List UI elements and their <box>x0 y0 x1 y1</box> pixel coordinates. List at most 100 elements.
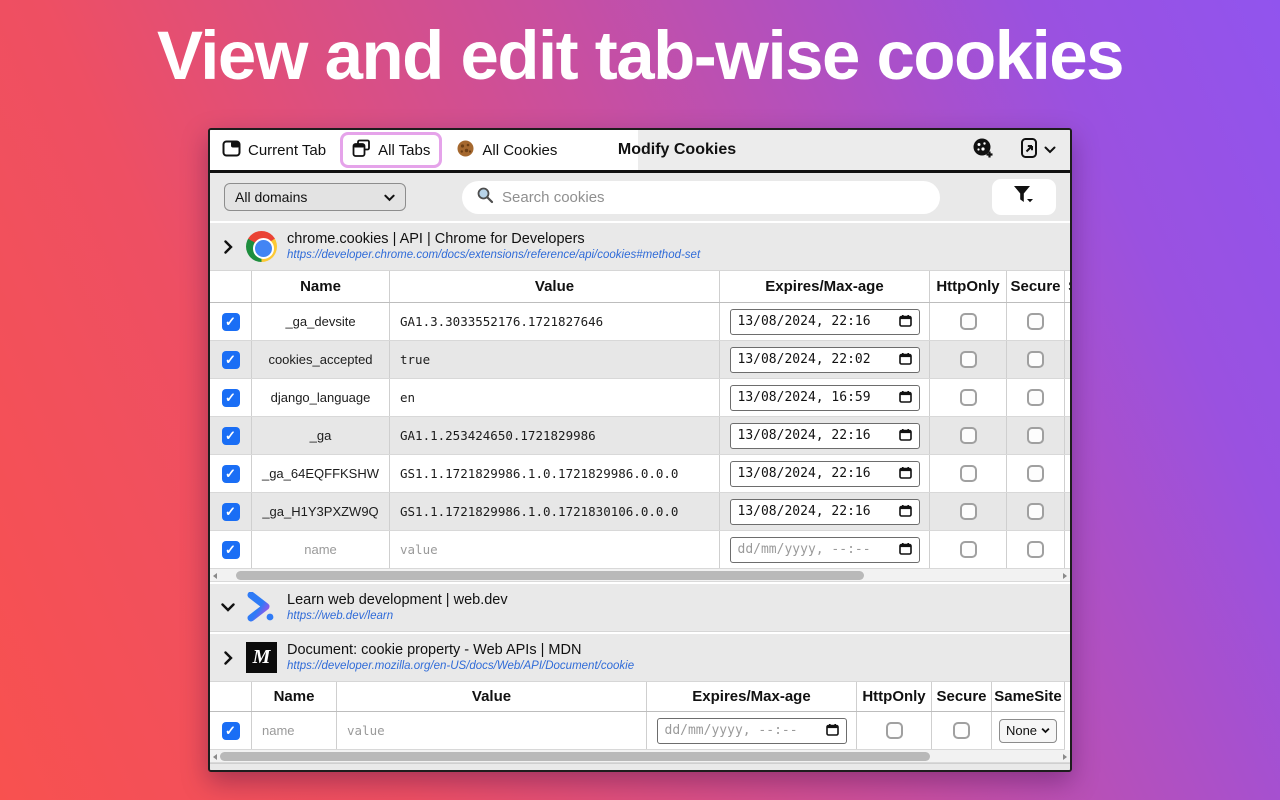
row-checkbox[interactable]: ✓ <box>221 388 240 407</box>
calendar-icon[interactable] <box>898 314 912 330</box>
expires-date-input[interactable]: dd/mm/yyyy, --:-- <box>729 536 920 563</box>
httponly-checkbox[interactable] <box>885 722 903 739</box>
chrome-favicon <box>246 231 277 262</box>
secure-checkbox[interactable] <box>1027 389 1044 406</box>
row-select-cell: ✓ <box>210 531 252 568</box>
secure-cell <box>1007 341 1065 378</box>
cookie-value[interactable]: GA1.1.253424650.1721829986 <box>390 417 720 454</box>
expires-value: 13/08/2024, 22:16 <box>737 466 871 481</box>
cookie-value[interactable]: value <box>390 531 720 568</box>
cookie-name[interactable]: django_language <box>252 379 390 416</box>
secure-checkbox[interactable] <box>1027 465 1044 482</box>
cookie-name[interactable]: _ga <box>252 417 390 454</box>
export-menu-button[interactable] <box>1019 137 1056 164</box>
domain-group-mdn: M Document: cookie property - Web APIs |… <box>210 634 1070 682</box>
secure-checkbox[interactable] <box>1027 427 1044 444</box>
cookie-value[interactable]: en <box>390 379 720 416</box>
horizontal-scrollbar[interactable] <box>210 750 1070 763</box>
row-checkbox[interactable]: ✓ <box>221 312 240 331</box>
browser-window-icon <box>222 139 241 162</box>
cookie-name[interactable]: cookies_accepted <box>252 341 390 378</box>
cookie-value[interactable]: true <box>390 341 720 378</box>
calendar-icon[interactable] <box>898 466 912 482</box>
chevron-down-icon[interactable] <box>220 603 236 612</box>
tab-all-tabs[interactable]: All Tabs <box>340 132 443 168</box>
httponly-cell <box>930 417 1007 454</box>
row-checkbox[interactable]: ✓ <box>221 721 240 740</box>
expires-value: 13/08/2024, 22:16 <box>737 428 871 443</box>
scroll-left-arrow[interactable] <box>213 573 217 579</box>
horizontal-scrollbar[interactable] <box>210 569 1070 582</box>
expires-value: dd/mm/yyyy, --:-- <box>737 542 871 557</box>
filter-button[interactable] <box>992 179 1056 215</box>
domain-select[interactable]: All domains <box>224 183 406 211</box>
row-checkbox[interactable]: ✓ <box>221 464 240 483</box>
chevron-right-icon[interactable] <box>220 239 236 254</box>
cookie-value[interactable]: GA1.3.3033552176.1721827646 <box>390 303 720 340</box>
calendar-icon[interactable] <box>898 542 912 558</box>
expires-date-input[interactable]: 13/08/2024, 22:16 <box>729 308 920 335</box>
expires-date-input[interactable]: 13/08/2024, 22:16 <box>729 422 920 449</box>
cookie-name[interactable]: _ga_devsite <box>252 303 390 340</box>
row-checkbox[interactable]: ✓ <box>221 350 240 369</box>
calendar-icon[interactable] <box>898 390 912 406</box>
add-cookie-icon <box>971 136 995 165</box>
secure-checkbox[interactable] <box>1027 541 1044 558</box>
expires-date-input[interactable]: 13/08/2024, 22:16 <box>729 460 920 487</box>
stacked-windows-icon <box>352 139 371 162</box>
header-value: Value <box>337 682 647 711</box>
httponly-checkbox[interactable] <box>959 465 977 482</box>
scroll-right-arrow[interactable] <box>1063 754 1067 760</box>
cookie-value[interactable]: GS1.1.1721829986.1.0.1721829986.0.0.0 <box>390 455 720 492</box>
calendar-icon[interactable] <box>898 504 912 520</box>
scrollbar-thumb[interactable] <box>220 752 930 761</box>
httponly-checkbox[interactable] <box>959 503 977 520</box>
calendar-icon[interactable] <box>898 428 912 444</box>
search-input[interactable]: Search cookies <box>462 180 940 214</box>
cookie-row: ✓ cookies_accepted true 13/08/2024, 22:0… <box>210 341 1070 379</box>
tab-current-tab[interactable]: Current Tab <box>210 130 338 170</box>
scroll-left-arrow[interactable] <box>213 754 217 760</box>
row-checkbox[interactable]: ✓ <box>221 426 240 445</box>
secure-checkbox[interactable] <box>953 722 970 739</box>
cookie-value[interactable]: value <box>337 712 647 749</box>
expires-date-input[interactable]: 13/08/2024, 22:16 <box>729 498 920 525</box>
httponly-checkbox[interactable] <box>959 427 977 444</box>
samesite-select[interactable]: None <box>998 718 1058 743</box>
chevron-right-icon[interactable] <box>220 650 236 665</box>
calendar-icon[interactable] <box>898 352 912 368</box>
expires-date-input[interactable]: dd/mm/yyyy, --:-- <box>656 717 847 744</box>
cookie-name[interactable]: _ga_64EQFFKSHW <box>252 455 390 492</box>
add-cookie-button[interactable] <box>971 136 995 165</box>
httponly-checkbox[interactable] <box>959 351 977 368</box>
cookie-row: ✓ _ga_devsite GA1.3.3033552176.172182764… <box>210 303 1070 341</box>
row-select-cell: ✓ <box>210 712 252 749</box>
secure-checkbox[interactable] <box>1027 313 1044 330</box>
calendar-icon[interactable] <box>825 723 839 739</box>
cookie-name[interactable]: name <box>252 712 337 749</box>
scroll-right-arrow[interactable] <box>1063 573 1067 579</box>
cookie-value[interactable]: GS1.1.1721829986.1.0.1721830106.0.0.0 <box>390 493 720 530</box>
tab-all-cookies[interactable]: All Cookies <box>444 130 569 170</box>
cookie-expires-cell: 13/08/2024, 22:16 <box>720 303 930 340</box>
expires-date-input[interactable]: 13/08/2024, 16:59 <box>729 384 920 411</box>
httponly-checkbox[interactable] <box>959 313 977 330</box>
secure-checkbox[interactable] <box>1027 503 1044 520</box>
cookie-name[interactable]: _ga_H1Y3PXZW9Q <box>252 493 390 530</box>
header-name: Name <box>252 271 390 302</box>
cookie-expires-cell: 13/08/2024, 22:16 <box>720 493 930 530</box>
cookie-name[interactable]: name <box>252 531 390 568</box>
samesite-cell <box>1065 417 1070 454</box>
httponly-checkbox[interactable] <box>959 389 977 406</box>
domain-url[interactable]: https://web.dev/learn <box>287 610 394 623</box>
domain-url[interactable]: https://developer.chrome.com/docs/extens… <box>287 249 701 262</box>
scrollbar-thumb[interactable] <box>236 571 864 580</box>
httponly-checkbox[interactable] <box>959 541 977 558</box>
expires-date-input[interactable]: 13/08/2024, 22:02 <box>729 346 920 373</box>
row-checkbox[interactable]: ✓ <box>221 502 240 521</box>
header-value: Value <box>390 271 720 302</box>
row-checkbox[interactable]: ✓ <box>221 540 240 559</box>
cookie-table-chrome: Name Value Expires/Max-age HttpOnly Secu… <box>210 271 1070 569</box>
domain-url[interactable]: https://developer.mozilla.org/en-US/docs… <box>287 660 635 673</box>
secure-checkbox[interactable] <box>1027 351 1044 368</box>
